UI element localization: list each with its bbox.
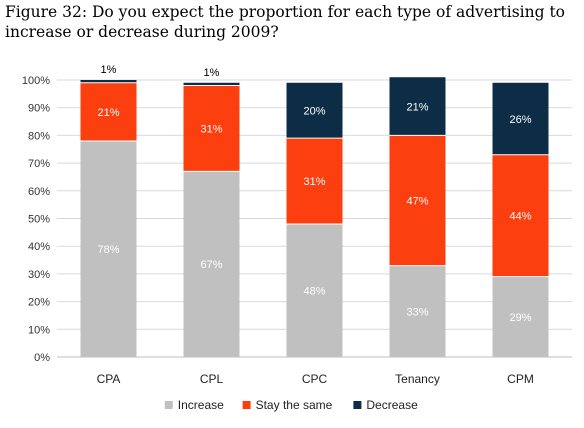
data-label: 1% bbox=[101, 64, 117, 76]
bar-segment bbox=[183, 171, 240, 357]
bar-segment bbox=[492, 154, 549, 277]
bar-segment bbox=[492, 276, 549, 357]
data-label: 48% bbox=[303, 286, 325, 298]
data-label: 26% bbox=[509, 114, 531, 126]
legend-label: Stay the same bbox=[256, 398, 333, 412]
y-tick-label: 70% bbox=[28, 158, 50, 170]
bars: 78% 21% 1% 67% 31% 1% 48% 31% 20% 33% 47% 21% 29% 44%… bbox=[80, 64, 549, 357]
x-tick-label: CPC bbox=[302, 372, 328, 386]
bar-segment bbox=[80, 140, 137, 357]
chart-title: Figure 32: Do you expect the proportion … bbox=[5, 3, 565, 41]
legend-label: Increase bbox=[178, 398, 224, 412]
y-tick-label: 0% bbox=[34, 352, 50, 364]
legend-item: Stay the same bbox=[242, 398, 333, 412]
data-label: 67% bbox=[200, 259, 222, 271]
data-label: 21% bbox=[406, 101, 428, 113]
bar-segment bbox=[286, 138, 343, 225]
x-tick-label: CPM bbox=[507, 372, 534, 386]
y-tick-label: 80% bbox=[28, 130, 50, 142]
x-tick-label: Tenancy bbox=[395, 372, 440, 386]
bar-segment bbox=[389, 135, 446, 266]
data-label: 29% bbox=[509, 312, 531, 324]
y-tick-label: 30% bbox=[28, 269, 50, 281]
bar-segment bbox=[80, 80, 137, 83]
y-tick-label: 90% bbox=[28, 103, 50, 115]
y-tick-label: 10% bbox=[28, 324, 50, 336]
data-label: 33% bbox=[406, 306, 428, 318]
bar-segment bbox=[80, 82, 137, 141]
y-tick-label: 20% bbox=[28, 297, 50, 309]
x-tick-label: CPL bbox=[200, 372, 224, 386]
data-label: 47% bbox=[406, 195, 428, 207]
y-tick-label: 60% bbox=[28, 186, 50, 198]
data-label: 78% bbox=[97, 244, 119, 256]
legend-label: Decrease bbox=[366, 398, 418, 412]
x-axis: CPA CPL CPC Tenancy CPM bbox=[57, 356, 572, 386]
bar-segment bbox=[389, 77, 446, 136]
legend-swatch bbox=[242, 401, 251, 409]
y-tick-label: 100% bbox=[22, 75, 50, 87]
bar-segment bbox=[286, 82, 343, 139]
data-label: 31% bbox=[303, 176, 325, 188]
bar-segment bbox=[389, 265, 446, 357]
x-tick-label: CPA bbox=[97, 372, 121, 386]
y-tick-label: 50% bbox=[28, 214, 50, 226]
bar-segment bbox=[183, 85, 240, 172]
legend-item: Decrease bbox=[353, 398, 418, 412]
bar-segment bbox=[492, 82, 549, 155]
legend-swatch bbox=[353, 401, 362, 409]
legend-swatch bbox=[164, 401, 173, 409]
bar-segment bbox=[286, 224, 343, 357]
data-label: 1% bbox=[204, 67, 220, 79]
y-axis: 0% 10% 20% 30% 40% 50% 60% 70% 80% 90% 100% bbox=[22, 75, 50, 364]
data-label: 20% bbox=[303, 105, 325, 117]
data-label: 31% bbox=[200, 123, 222, 135]
data-label: 21% bbox=[97, 107, 119, 119]
legend-item: Increase bbox=[164, 398, 224, 412]
bar-segment bbox=[183, 82, 240, 86]
data-label: 44% bbox=[509, 211, 531, 223]
legend: Increase Stay the same Decrease bbox=[164, 398, 418, 412]
y-tick-label: 40% bbox=[28, 241, 50, 253]
